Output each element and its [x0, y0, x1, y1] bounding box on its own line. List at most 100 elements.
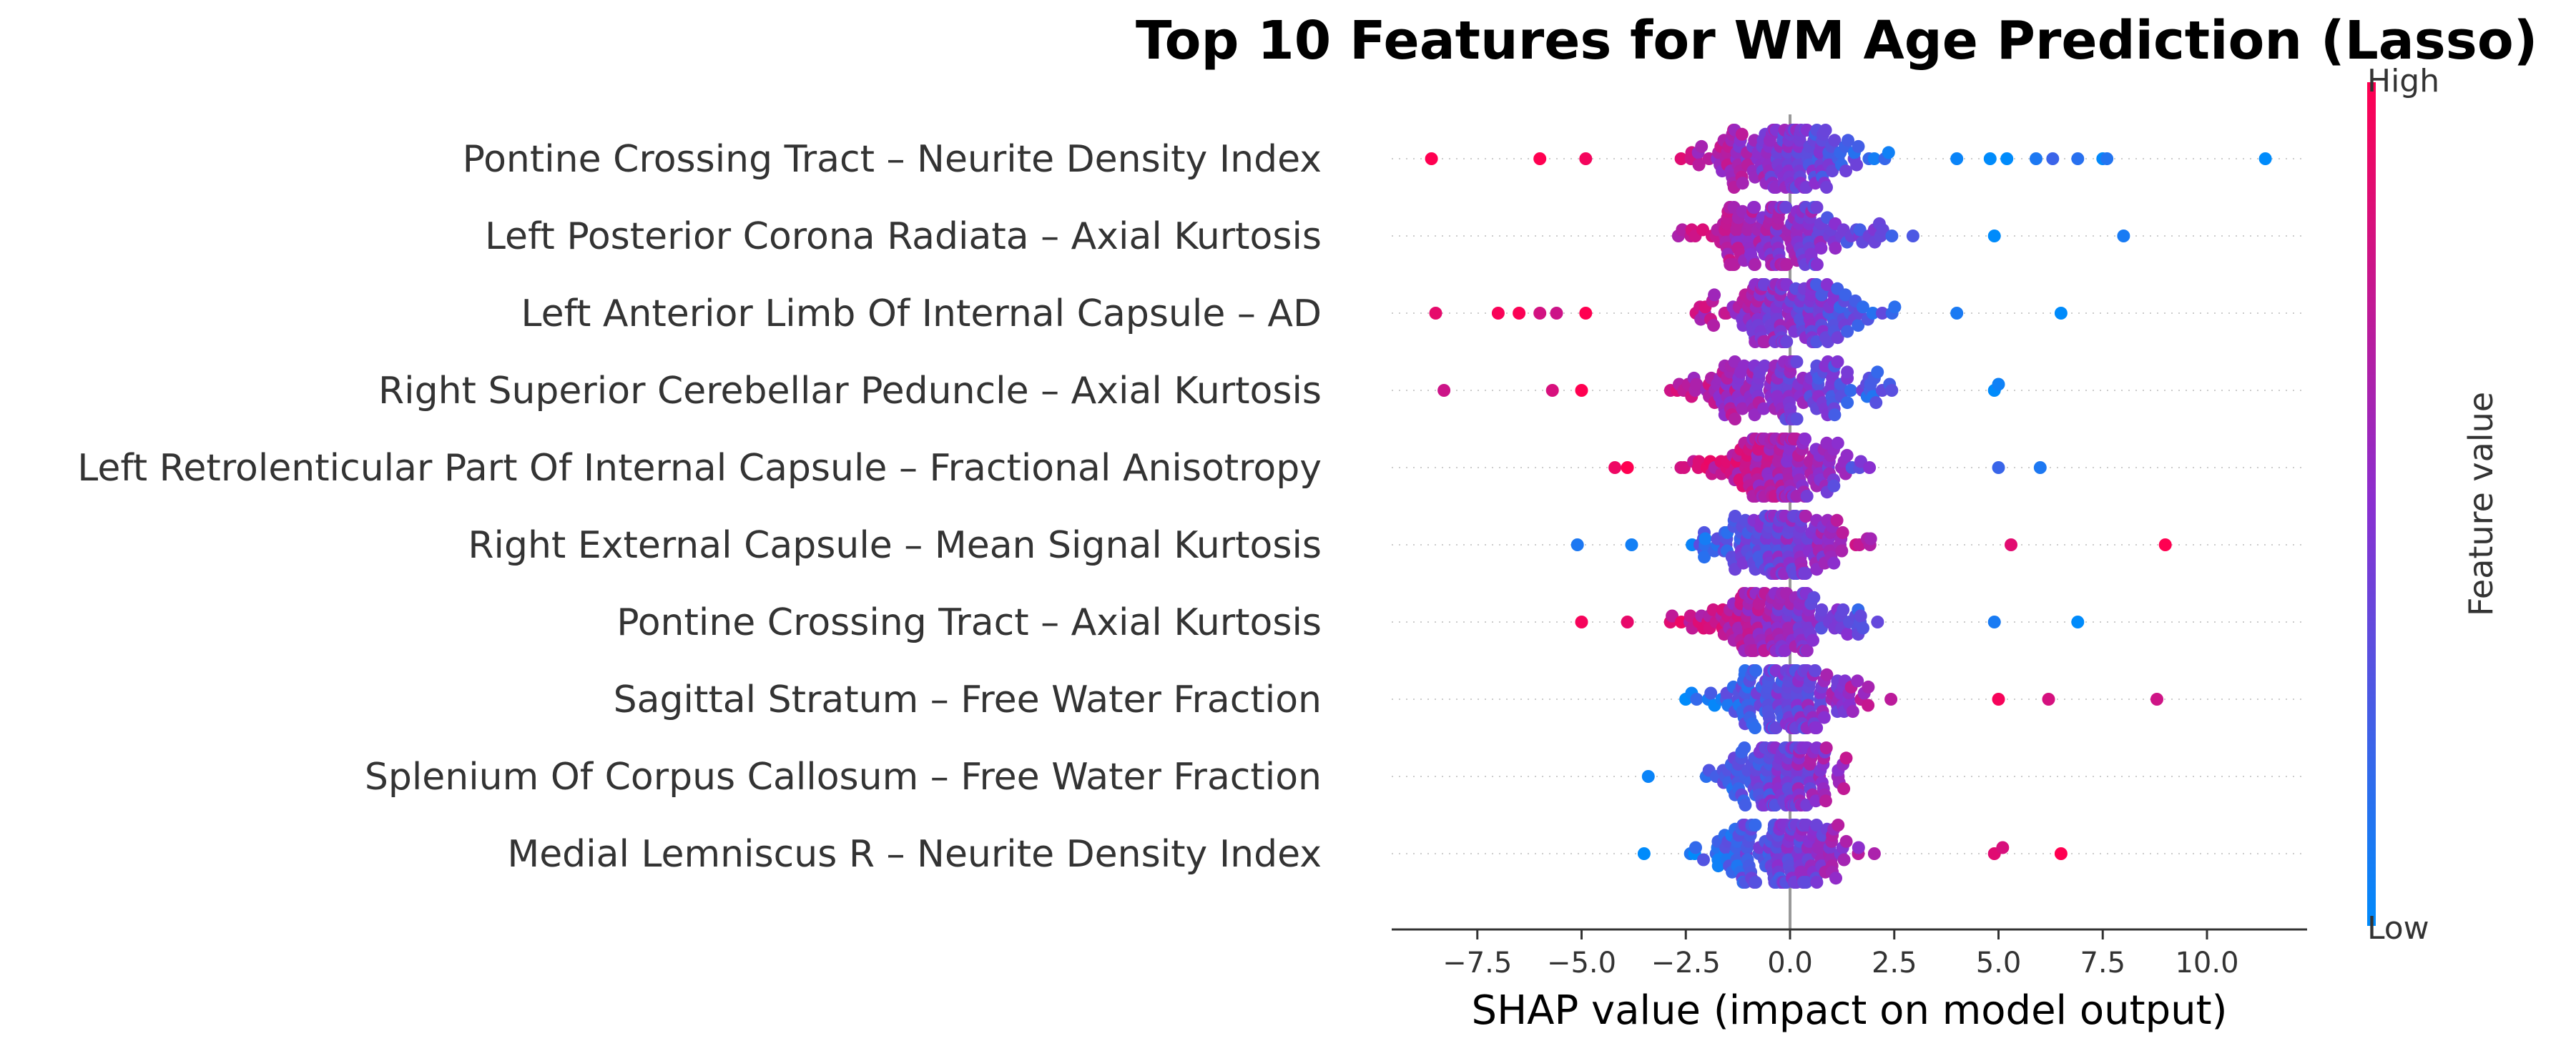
shap-point [1885, 384, 1899, 397]
shap-point [1992, 693, 2005, 706]
shap-point [1853, 223, 1867, 237]
shap-point [1844, 384, 1857, 397]
feature-label: Left Posterior Corona Radiata – Axial Ku… [485, 215, 1322, 258]
shap-point [2005, 538, 2017, 551]
shap-point [1862, 680, 1875, 694]
shap-point [2071, 616, 2085, 628]
shap-point [1513, 307, 1526, 320]
shap-point [1839, 164, 1852, 178]
shap-point [1637, 847, 1651, 860]
shap-point [1867, 152, 1881, 165]
shap-point [1758, 359, 1771, 372]
shap-point [1625, 538, 1638, 551]
shap-point [1996, 841, 2010, 854]
shap-point [1641, 770, 1655, 783]
shap-point [1799, 433, 1811, 445]
shap-point [2054, 307, 2068, 320]
shap-point [1987, 616, 2001, 628]
shap-point [1708, 288, 1721, 302]
shap-point [1852, 841, 1865, 854]
shap-point [1864, 532, 1877, 546]
shap-point [1992, 461, 2005, 474]
shap-point [1677, 461, 1691, 474]
shap-point [1830, 513, 1844, 527]
shap-point [1876, 307, 1889, 320]
shap-point [1831, 331, 1844, 345]
shap-point [2054, 847, 2068, 860]
shap-point [1871, 616, 1884, 628]
shap-point [1810, 201, 1824, 214]
shap-point [1533, 152, 1547, 165]
shap-point [1748, 408, 1761, 422]
shap-point [1696, 223, 1709, 237]
shap-point [1778, 644, 1791, 657]
feature-label: Left Retrolenticular Part Of Internal Ca… [77, 447, 1322, 490]
shap-point [1851, 674, 1864, 688]
shap-point [1800, 490, 1814, 503]
shap-point [1749, 664, 1762, 677]
shap-point [1666, 609, 1679, 623]
shap-point [1857, 621, 1869, 635]
shap-point [1992, 378, 2005, 391]
shap-point [1835, 544, 1849, 558]
shap-point [1707, 319, 1721, 332]
shap-point [1491, 307, 1505, 320]
shap-point [1852, 319, 1865, 332]
x-tick-label: 2.5 [1872, 947, 1917, 980]
shap-point [1906, 230, 1919, 242]
shap-point [1729, 510, 1742, 523]
shap-point [2033, 461, 2047, 474]
shap-point [1837, 853, 1851, 867]
x-axis-label: SHAP value (impact on model output) [1472, 987, 2228, 1034]
shap-point [1827, 556, 1841, 570]
shap-point [1807, 591, 1821, 604]
shap-point [1533, 307, 1547, 320]
shap-point [1837, 603, 1850, 616]
shap-point [1748, 201, 1761, 214]
shap-point [1817, 711, 1831, 724]
shap-point [1826, 164, 1839, 178]
shap-point [1821, 335, 1834, 348]
shap-point [1810, 258, 1824, 271]
shap-point [1790, 413, 1804, 425]
shap-point [1749, 819, 1762, 832]
feature-label: Pontine Crossing Tract – Neurite Density… [463, 138, 1322, 181]
feature-label: Splenium Of Corpus Callosum – Free Water… [365, 756, 1322, 799]
shap-point [1884, 693, 1898, 706]
shap-point [1871, 365, 1884, 379]
shap-point [1695, 139, 1709, 153]
feature-label: Pontine Crossing Tract – Axial Kurtosis [616, 601, 1322, 644]
shap-point [1866, 307, 1879, 320]
shap-point [1819, 124, 1832, 137]
shap-point [1575, 616, 1588, 628]
shap-point [2000, 152, 2014, 165]
colorbar-high-label: High [2367, 63, 2439, 99]
shap-point [1698, 551, 1711, 564]
shap-point [1950, 307, 1964, 320]
shap-point [2150, 693, 2163, 706]
shap-point [1799, 876, 1813, 889]
feature-label: Medial Lemniscus R – Neurite Density Ind… [507, 833, 1322, 876]
shap-point [1779, 201, 1793, 214]
shap-point [1842, 134, 1854, 147]
shap-point [1579, 307, 1593, 320]
beeswarm-points [1425, 124, 2272, 889]
shap-point [1841, 365, 1854, 379]
shap-point [1820, 181, 1833, 194]
shap-point [1736, 402, 1749, 415]
shap-point [1819, 794, 1832, 808]
feature-label: Sagittal Stratum – Free Water Fraction [614, 679, 1322, 721]
shap-point [1621, 616, 1634, 628]
shap-point [1689, 841, 1702, 854]
shap-point [1987, 230, 2001, 242]
chart-title: Top 10 Features for WM Age Prediction (L… [1136, 10, 2538, 71]
shap-point [1749, 876, 1762, 889]
shap-point [1729, 413, 1741, 425]
shap-point [1739, 799, 1752, 811]
shap-point [1738, 741, 1751, 754]
shap-point [1862, 699, 1875, 712]
shap-point [1699, 532, 1712, 546]
shap-point [2158, 538, 2172, 551]
